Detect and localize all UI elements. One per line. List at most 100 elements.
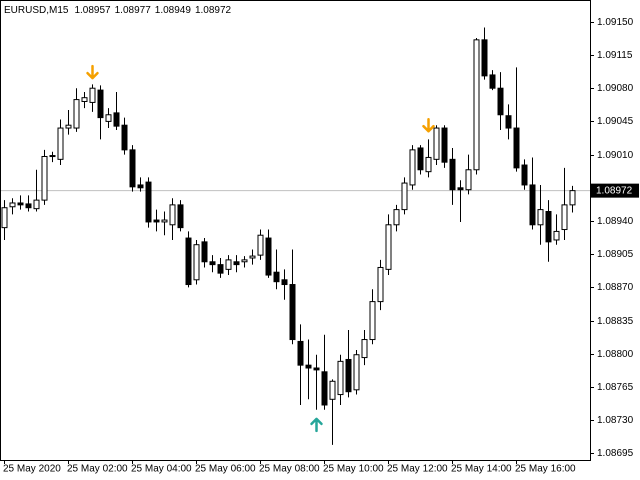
candle-body (161, 219, 168, 223)
candle-body (25, 203, 32, 209)
candle-body (409, 149, 416, 186)
candle-body (177, 204, 184, 229)
candle-body (361, 339, 368, 359)
candle-body (281, 279, 288, 286)
candle-body (377, 266, 384, 303)
candle-body (465, 169, 472, 191)
x-tick-label: 25 May 14:00 (451, 464, 512, 475)
candle-body (121, 124, 128, 151)
y-tick-label: 1.08765 (597, 382, 634, 393)
candle-body (257, 234, 264, 256)
y-tick-label: 1.09150 (597, 17, 634, 28)
price-tag-label: 1.08972 (596, 185, 633, 196)
candle-body (241, 259, 248, 263)
chart-header: EURUSD,M15 1.08957 1.08977 1.08949 1.08972 (4, 5, 232, 16)
candle-body (433, 127, 440, 160)
candle-body (105, 114, 112, 122)
candle-body (305, 364, 312, 369)
candle-body (265, 237, 272, 276)
candle-body (569, 190, 576, 206)
candle-body (545, 211, 552, 243)
candle-body (529, 184, 536, 226)
candle-body (393, 209, 400, 226)
candle-body (441, 127, 448, 163)
candle-body (537, 209, 544, 226)
candle-body (249, 255, 256, 259)
y-tick-label: 1.09010 (597, 150, 634, 161)
candle-body (233, 261, 240, 266)
x-tick-label: 25 May 16:00 (515, 464, 576, 475)
y-tick-label: 1.08905 (597, 249, 634, 260)
candle-body (57, 127, 64, 160)
candle-body (129, 149, 136, 188)
candle-body (201, 241, 208, 263)
price-tag (591, 183, 639, 198)
y-tick-label: 1.08730 (597, 415, 634, 426)
header-close: 1.08972 (195, 5, 232, 16)
candle-body (217, 264, 224, 274)
candle-body (289, 284, 296, 341)
candle-body (401, 182, 408, 211)
y-tick-label: 1.08695 (597, 448, 634, 459)
candle-body (497, 87, 504, 116)
candle-body (273, 271, 280, 283)
candle-body (513, 127, 520, 169)
candle-body (329, 380, 336, 400)
plot-frame (0, 0, 591, 461)
candle-body (9, 202, 16, 208)
candle-body (17, 202, 24, 206)
symbol: EURUSD,M15 (4, 5, 69, 16)
x-tick-label: 25 May 12:00 (387, 464, 448, 475)
y-tick-label: 1.08800 (597, 349, 634, 360)
y-tick-label: 1.09045 (597, 116, 634, 127)
candle-body (1, 207, 8, 229)
x-tick-label: 25 May 06:00 (195, 464, 256, 475)
candle-body (321, 371, 328, 406)
candle-body (145, 181, 152, 223)
buy-arrow (310, 417, 323, 433)
candle-body (89, 87, 96, 103)
y-tick-label: 1.08835 (597, 316, 634, 327)
sell-arrow (422, 117, 435, 133)
y-tick-label: 1.09115 (597, 50, 633, 61)
y-tick-label: 1.08870 (597, 282, 634, 293)
candle-body (41, 155, 48, 201)
candle-body (137, 184, 144, 189)
candle-body (425, 156, 432, 173)
candle-body (345, 358, 352, 393)
x-tick-label: 25 May 04:00 (131, 464, 192, 475)
header-open: 1.08957 (74, 5, 111, 16)
candle-body (97, 89, 104, 119)
candle-body (417, 147, 424, 171)
header-high: 1.08977 (115, 5, 152, 16)
candle-body (337, 360, 344, 396)
x-tick-label: 25 May 08:00 (259, 464, 320, 475)
candle-body (33, 199, 40, 210)
candle-body (561, 204, 568, 231)
candle-body (169, 204, 176, 226)
x-tick-label: 25 May 10:00 (323, 464, 384, 475)
candle-body (297, 340, 304, 366)
sell-arrow (86, 64, 99, 80)
candle-body (225, 259, 232, 270)
y-tick-label: 1.08940 (597, 216, 634, 227)
candle-body (489, 74, 496, 89)
candle-body (81, 97, 88, 102)
candle-body (185, 237, 192, 286)
candle-body (153, 219, 160, 223)
candle-body (113, 112, 120, 127)
y-tick-label: 1.09080 (597, 83, 634, 94)
candle-body (49, 155, 56, 158)
header-low: 1.08949 (155, 5, 192, 16)
candle-body (193, 244, 200, 281)
candle-body (65, 124, 72, 129)
candle-body (385, 224, 392, 270)
candle-body (369, 301, 376, 341)
x-tick-label: 25 May 2020 (3, 464, 61, 475)
candle-body (209, 261, 216, 266)
candle-body (449, 158, 456, 191)
candle-body (353, 354, 360, 391)
candle-body (313, 367, 320, 371)
